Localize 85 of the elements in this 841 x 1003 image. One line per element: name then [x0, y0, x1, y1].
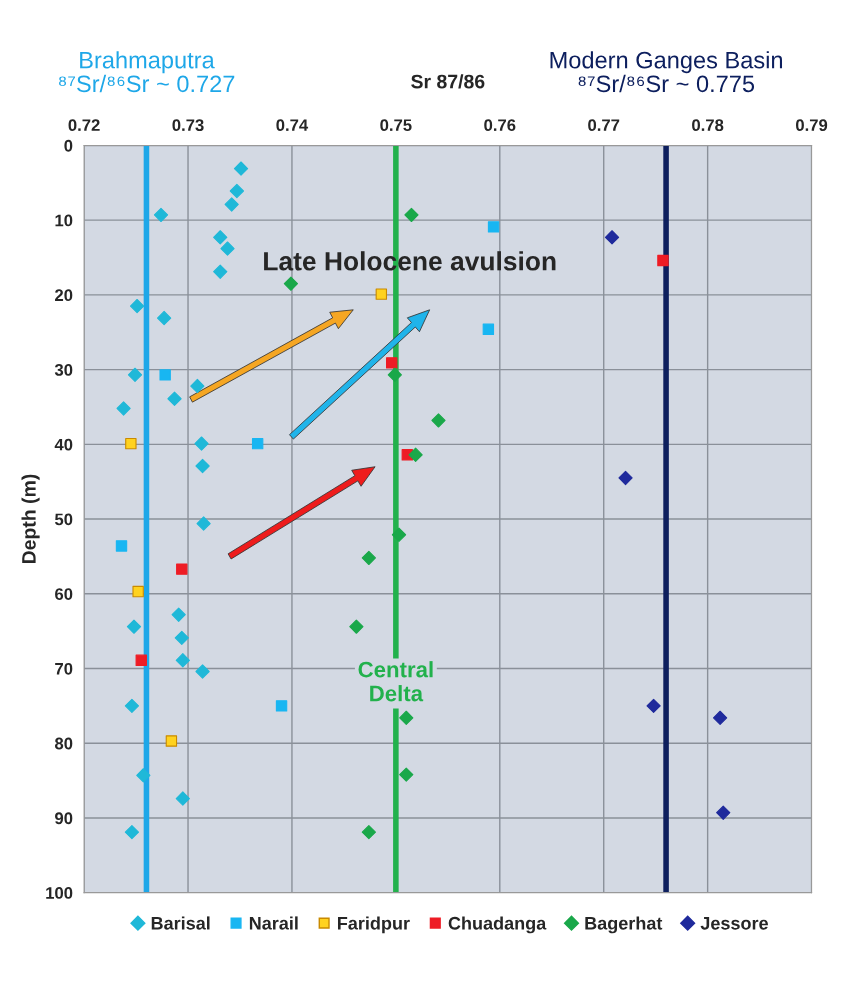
- point: [171, 607, 186, 622]
- x-tick-label: 0.76: [484, 119, 516, 132]
- point: [115, 540, 128, 552]
- point: [604, 230, 620, 245]
- point: [125, 437, 137, 450]
- point: [386, 357, 398, 369]
- point: [124, 698, 140, 714]
- point: [176, 563, 188, 575]
- point: [399, 710, 414, 725]
- point: [487, 221, 500, 233]
- point: [132, 585, 144, 598]
- point: [618, 470, 633, 486]
- point: [213, 264, 228, 279]
- x-tick-label: 0.73: [172, 119, 204, 132]
- point: [195, 664, 210, 679]
- x-tick-label: 0.77: [588, 119, 620, 132]
- point: [431, 413, 446, 428]
- point: [229, 183, 245, 199]
- point: [194, 436, 209, 451]
- ref-line-label: Brahmaputra ⁸⁷Sr/⁸⁶Sr ~ 0.727: [59, 51, 235, 93]
- x-tick-label: 0.78: [692, 119, 724, 132]
- point: [165, 735, 178, 747]
- y-tick-label: 70: [55, 662, 73, 675]
- legend-label: Bagerhat: [585, 916, 663, 934]
- legend-label: Narail: [249, 916, 298, 930]
- y-tick-label: 20: [55, 289, 73, 302]
- point: [196, 516, 211, 531]
- point: [251, 437, 264, 450]
- y-tick-label: 40: [54, 438, 73, 451]
- point: [135, 654, 147, 666]
- point: [233, 161, 249, 176]
- point: [156, 310, 172, 326]
- point: [712, 710, 728, 725]
- point: [283, 276, 299, 291]
- point: [126, 619, 142, 634]
- point: [716, 805, 731, 820]
- legend-label: Barisal: [151, 916, 210, 930]
- x-tick-label: 0.72: [68, 119, 100, 132]
- legend-label: Jessore: [700, 917, 768, 930]
- point: [404, 207, 419, 223]
- point: [408, 447, 423, 462]
- point: [213, 230, 228, 245]
- point: [127, 367, 143, 382]
- y-tick-label: 100: [46, 887, 73, 899]
- point: [391, 527, 407, 542]
- y-tick-label: 0: [64, 139, 73, 152]
- point: [657, 254, 669, 267]
- point: [116, 401, 131, 416]
- point: [153, 207, 169, 223]
- x-tick-label: 0.79: [796, 119, 828, 132]
- point: [129, 298, 145, 314]
- x-axis-title: Sr 87/86: [411, 74, 485, 89]
- point: [482, 323, 495, 335]
- point: [361, 825, 376, 840]
- point: [646, 698, 661, 714]
- point: [224, 197, 239, 212]
- y-tick-label: 10: [55, 214, 73, 227]
- y-axis-title: Depth (m): [21, 474, 40, 564]
- point: [175, 791, 190, 806]
- y-tick-label: 80: [54, 737, 73, 750]
- point: [361, 550, 376, 566]
- point: [167, 391, 182, 406]
- y-tick-label: 60: [55, 588, 73, 600]
- point: [195, 458, 210, 474]
- y-tick-label: 90: [55, 812, 73, 825]
- point: [159, 369, 171, 381]
- point: [375, 288, 388, 300]
- x-tick-label: 0.75: [380, 119, 412, 132]
- legend-label: Chuadanga: [448, 916, 547, 934]
- legend-label: Faridpur: [338, 916, 410, 934]
- y-tick-label: 30: [54, 364, 73, 376]
- point: [174, 630, 189, 646]
- ref-line-label: Central Delta: [358, 661, 433, 702]
- point: [175, 653, 190, 668]
- point: [275, 700, 288, 712]
- point: [136, 768, 151, 783]
- y-tick-label: 50: [54, 513, 73, 526]
- point: [399, 767, 414, 782]
- point: [190, 378, 205, 394]
- point: [220, 241, 235, 256]
- x-tick-label: 0.74: [276, 119, 309, 132]
- point: [124, 825, 140, 840]
- point: [349, 619, 364, 634]
- ref-line-label: Modern Ganges Basin ⁸⁷Sr/⁸⁶Sr ~ 0.775: [550, 51, 783, 93]
- point: [387, 367, 402, 382]
